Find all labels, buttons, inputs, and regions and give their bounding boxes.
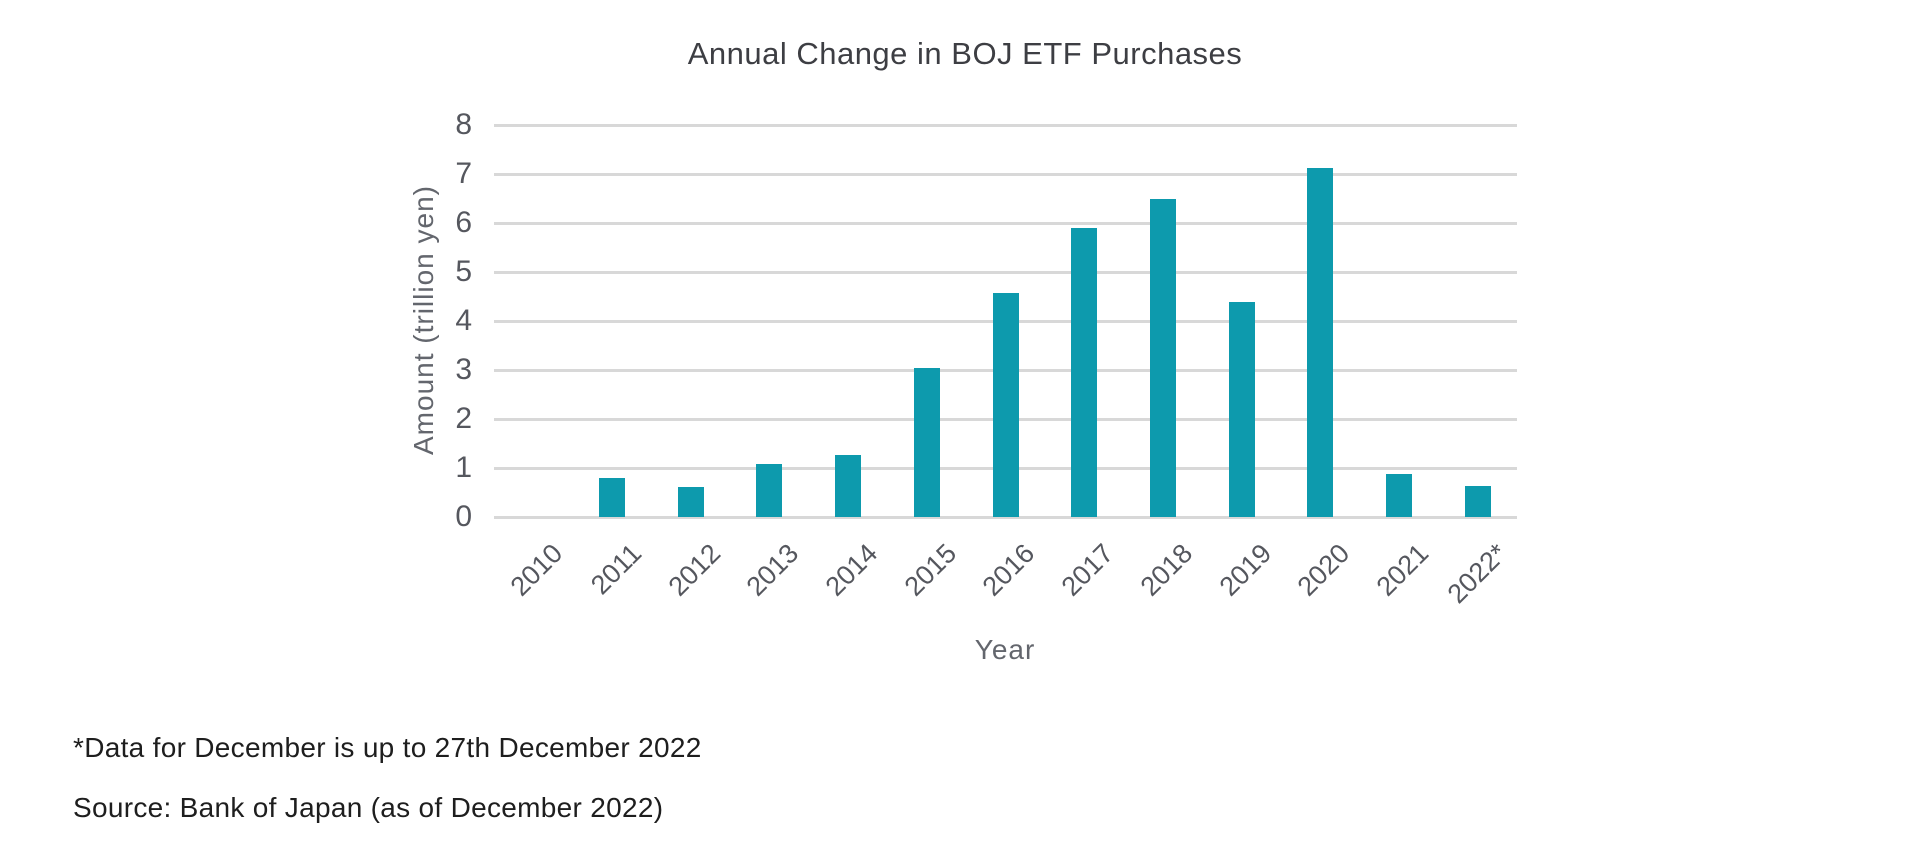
bar-2014: [835, 455, 862, 517]
plot-area: [494, 123, 1517, 519]
bar-2013: [756, 464, 783, 517]
x-tick-label-2020: 2020: [1291, 538, 1356, 602]
x-tick-label-2011: 2011: [584, 538, 648, 601]
gridline-5: [494, 270, 1517, 274]
bar-2022: [1464, 486, 1491, 517]
bar-2011: [599, 477, 626, 517]
bar-2019: [1228, 302, 1255, 517]
y-tick-label-1: 1: [455, 451, 472, 484]
x-tick-label-2010: 2010: [504, 538, 569, 602]
y-tick-label-7: 7: [455, 157, 472, 190]
bar-2018: [1149, 198, 1176, 517]
y-tick-label-0: 0: [455, 500, 472, 533]
gridline-6: [494, 221, 1517, 225]
gridline-0: [494, 515, 1517, 519]
gridline-7: [494, 172, 1517, 176]
x-tick-label-2021: 2021: [1370, 538, 1435, 602]
bar-2016: [992, 292, 1019, 517]
chart-title: Annual Change in BOJ ETF Purchases: [687, 36, 1243, 71]
footnote-data-note: *Data for December is up to 27th Decembe…: [73, 732, 702, 763]
x-tick-label-2022: 2022*: [1441, 538, 1513, 610]
x-tick-label-2015: 2015: [898, 538, 963, 602]
bar-2012: [677, 486, 704, 517]
y-tick-label-2: 2: [455, 402, 472, 435]
x-axis-title: Year: [974, 634, 1036, 665]
y-axis-title: Amount (trillion yen): [408, 185, 439, 455]
x-tick-label-2016: 2016: [977, 538, 1041, 602]
y-tick-label-3: 3: [455, 353, 472, 386]
y-tick-label-4: 4: [455, 304, 472, 337]
x-tick-label-2017: 2017: [1055, 538, 1120, 602]
x-tick-label-2012: 2012: [662, 538, 726, 602]
bar-2021: [1385, 474, 1412, 517]
x-tick-label-2019: 2019: [1213, 538, 1277, 602]
y-tick-label-5: 5: [455, 255, 472, 288]
bar-2017: [1071, 227, 1098, 517]
y-tick-label-8: 8: [455, 108, 472, 141]
x-tick-label-2013: 2013: [740, 538, 805, 602]
y-tick-label-6: 6: [455, 206, 472, 239]
x-tick-label-2018: 2018: [1134, 538, 1199, 602]
bar-2015: [913, 367, 940, 517]
footnote-source: Source: Bank of Japan (as of December 20…: [73, 792, 664, 823]
gridline-8: [494, 123, 1517, 127]
x-tick-label-2014: 2014: [819, 538, 884, 602]
bar-2020: [1307, 167, 1334, 517]
